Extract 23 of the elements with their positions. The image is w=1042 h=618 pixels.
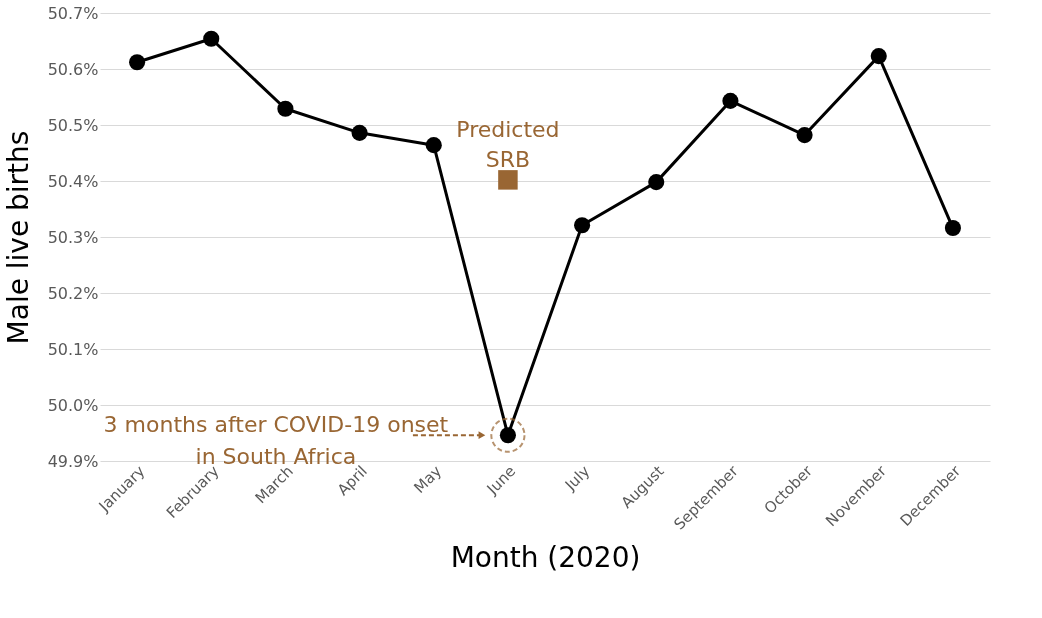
- y-tick-label: 50.0%: [47, 395, 99, 415]
- point: [129, 54, 146, 71]
- point: [648, 174, 665, 191]
- point: [722, 92, 739, 109]
- y-tick-label: 50.4%: [47, 171, 99, 191]
- point: [351, 124, 368, 141]
- y-tick-label: 50.5%: [47, 115, 99, 135]
- y-tick-label: 50.2%: [47, 283, 99, 303]
- x-axis-title: Month (2020): [450, 540, 641, 574]
- y-tick-label: 49.9%: [47, 451, 99, 471]
- point: [574, 217, 591, 234]
- point: [944, 219, 961, 237]
- y-axis-title: Male live births: [1, 130, 35, 345]
- point: [796, 127, 813, 144]
- point: [203, 30, 220, 47]
- point: [870, 48, 887, 65]
- series-label: Predicted SRB: [456, 116, 560, 172]
- y-tick-label: 50.1%: [47, 339, 99, 359]
- point: [425, 137, 442, 154]
- point: [277, 100, 294, 117]
- y-tick-label: 50.3%: [47, 227, 99, 247]
- y-tick-label: 50.6%: [47, 59, 99, 79]
- y-tick-label: 50.7%: [47, 3, 99, 23]
